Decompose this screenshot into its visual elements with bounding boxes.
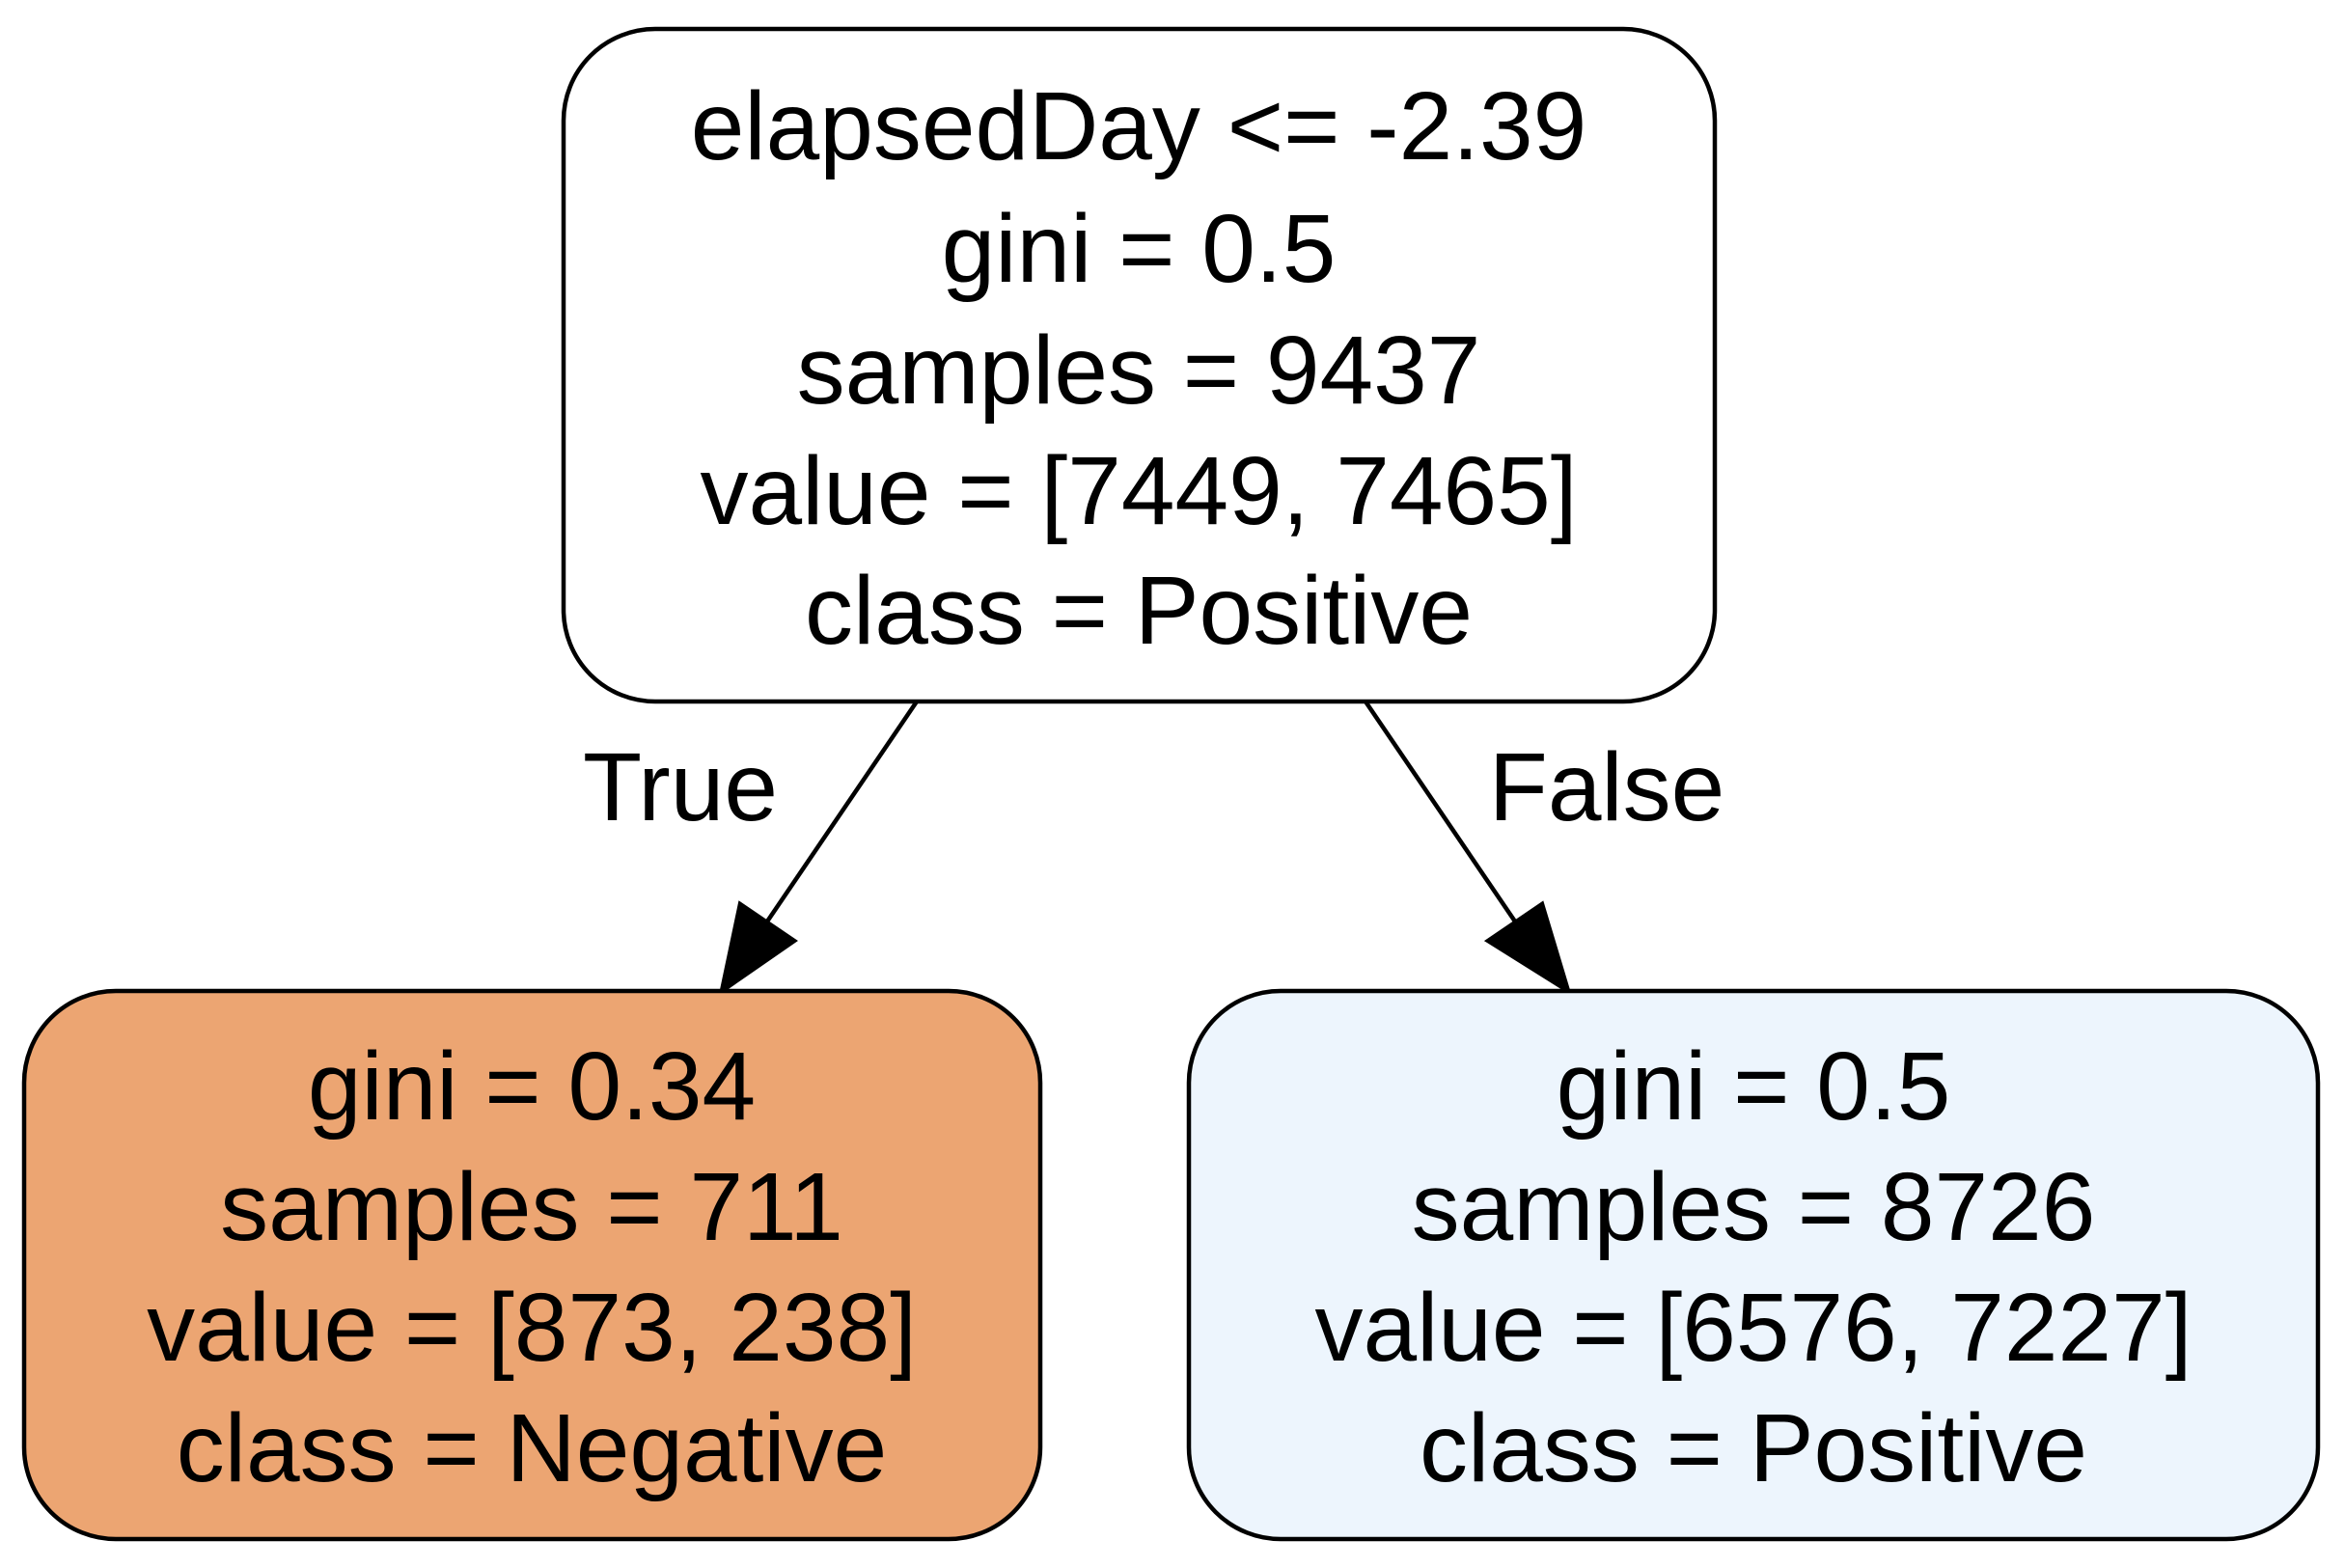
edge-true: True	[583, 700, 919, 997]
edge-false-arrowhead	[1483, 900, 1572, 997]
root-split-condition: elapsedDay <= -2.39	[691, 72, 1586, 180]
left-gini: gini = 0.34	[308, 1032, 756, 1141]
edge-true-arrowhead	[718, 900, 798, 997]
root-node: elapsedDay <= -2.39 gini = 0.5 samples =…	[561, 26, 1718, 704]
right-gini: gini = 0.5	[1557, 1032, 1951, 1141]
root-samples: samples = 9437	[797, 316, 1481, 425]
right-value: value = [6576, 7227]	[1314, 1274, 2192, 1382]
left-samples: samples = 711	[220, 1153, 843, 1261]
left-value: value = [873, 238]	[147, 1274, 917, 1382]
left-leaf-node: gini = 0.34 samples = 711 value = [873, …	[21, 988, 1043, 1542]
edge-true-label: True	[583, 733, 778, 841]
root-class: class = Positive	[805, 557, 1473, 665]
edge-false-line	[1364, 700, 1517, 923]
right-leaf-node: gini = 0.5 samples = 8726 value = [6576,…	[1186, 988, 2321, 1542]
root-value: value = [7449, 7465]	[700, 437, 1577, 545]
root-gini: gini = 0.5	[942, 195, 1337, 303]
edge-true-line	[765, 700, 919, 923]
right-leaf-box	[1186, 988, 2321, 1542]
edge-false-label: False	[1489, 733, 1725, 841]
root-node-box	[561, 26, 1718, 704]
left-class: class = Negative	[177, 1394, 887, 1502]
right-samples: samples = 8726	[1412, 1153, 2096, 1261]
left-leaf-box	[21, 988, 1043, 1542]
right-class: class = Positive	[1420, 1394, 2087, 1502]
edge-false: False	[1364, 700, 1725, 997]
